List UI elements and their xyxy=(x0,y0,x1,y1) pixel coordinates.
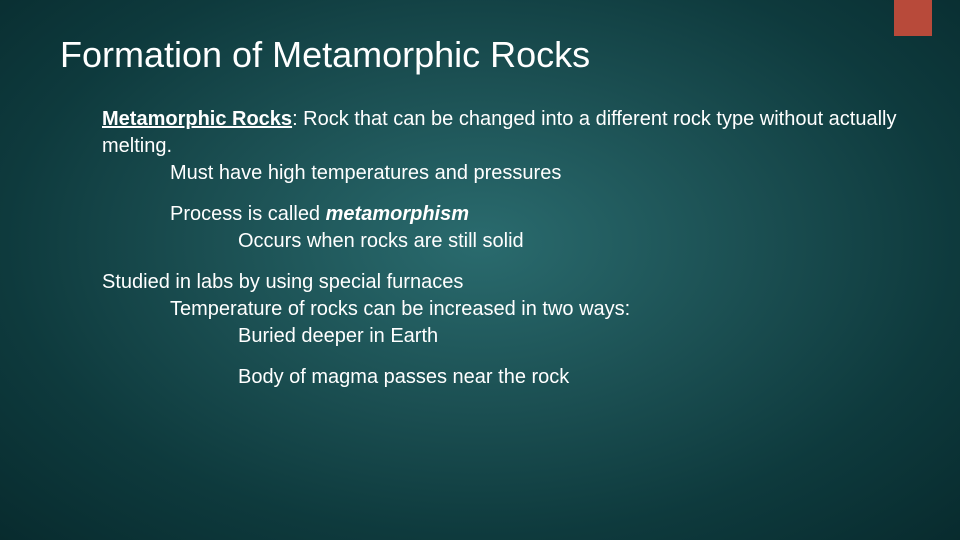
bullet-text: Studied in labs by using special furnace… xyxy=(102,271,463,293)
slide-title: Formation of Metamorphic Rocks xyxy=(60,34,900,76)
bullet-item: Process is called metamorphism Occurs wh… xyxy=(146,201,900,255)
bullet-text: Occurs when rocks are still solid xyxy=(238,230,524,252)
bullet-list: Metamorphic Rocks: Rock that can be chan… xyxy=(60,106,900,391)
bullet-item: Metamorphic Rocks: Rock that can be chan… xyxy=(78,106,900,255)
bullet-item: Must have high temperatures and pressure… xyxy=(146,160,900,187)
bullet-text: Process is called xyxy=(170,203,326,225)
bullet-item: Temperature of rocks can be increased in… xyxy=(146,296,900,391)
slide-body: Formation of Metamorphic Rocks Metamorph… xyxy=(0,0,960,391)
accent-bar xyxy=(894,0,932,36)
bullet-item: Body of magma passes near the rock xyxy=(214,364,900,391)
bullet-text: Body of magma passes near the rock xyxy=(238,366,569,388)
term-underlined: Metamorphic Rocks xyxy=(102,108,292,130)
bullet-text: Must have high temperatures and pressure… xyxy=(170,162,561,184)
bullet-item: Studied in labs by using special furnace… xyxy=(78,269,900,391)
bullet-item: Occurs when rocks are still solid xyxy=(214,228,900,255)
bullet-item: Buried deeper in Earth xyxy=(214,323,900,350)
bullet-text: Temperature of rocks can be increased in… xyxy=(170,298,630,320)
bullet-text-em: metamorphism xyxy=(326,203,469,225)
bullet-text: Buried deeper in Earth xyxy=(238,325,438,347)
